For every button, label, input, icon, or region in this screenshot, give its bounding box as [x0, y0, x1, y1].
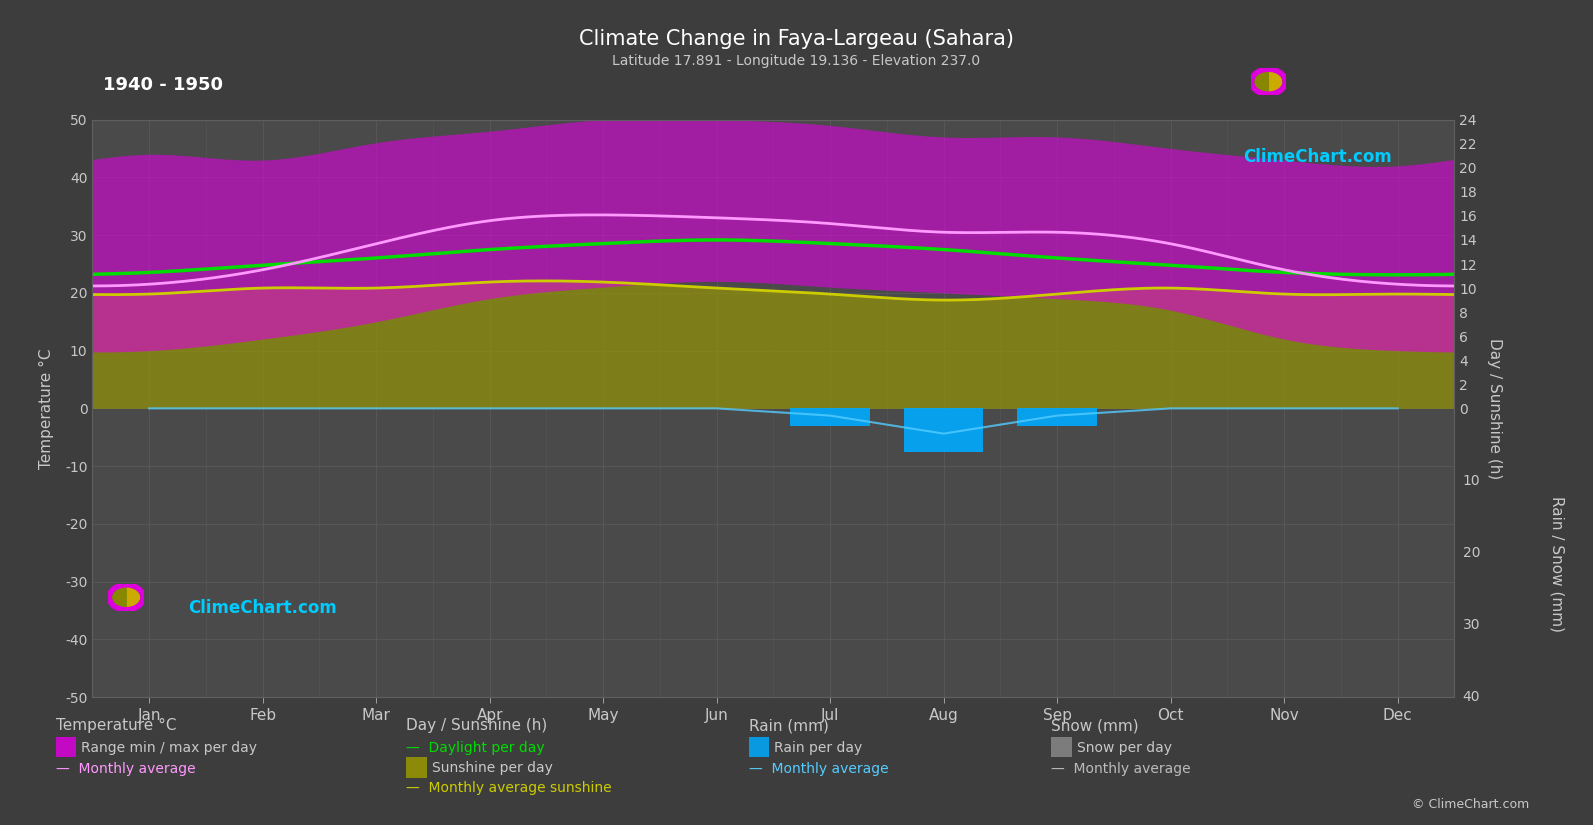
- Wedge shape: [126, 587, 140, 607]
- Text: Rain (mm): Rain (mm): [749, 718, 828, 733]
- Wedge shape: [1268, 72, 1282, 92]
- Text: Day / Sunshine (h): Day / Sunshine (h): [406, 718, 548, 733]
- Text: —  Monthly average: — Monthly average: [56, 762, 196, 776]
- Text: Rain per day: Rain per day: [774, 741, 862, 755]
- Text: Range min / max per day: Range min / max per day: [81, 741, 256, 755]
- Wedge shape: [1255, 72, 1268, 92]
- Text: Rain / Snow (mm): Rain / Snow (mm): [1548, 497, 1564, 632]
- Text: 20: 20: [1462, 546, 1480, 559]
- Text: Temperature °C: Temperature °C: [56, 718, 177, 733]
- Text: —  Monthly average: — Monthly average: [1051, 762, 1192, 776]
- Text: Snow per day: Snow per day: [1077, 741, 1172, 755]
- Y-axis label: Temperature °C: Temperature °C: [38, 348, 54, 469]
- Text: —  Monthly average sunshine: — Monthly average sunshine: [406, 781, 612, 795]
- Y-axis label: Day / Sunshine (h): Day / Sunshine (h): [1486, 337, 1502, 479]
- Text: ClimeChart.com: ClimeChart.com: [1243, 148, 1392, 167]
- Text: 10: 10: [1462, 474, 1480, 488]
- Text: Climate Change in Faya-Largeau (Sahara): Climate Change in Faya-Largeau (Sahara): [578, 29, 1015, 49]
- Text: © ClimeChart.com: © ClimeChart.com: [1411, 799, 1529, 812]
- Bar: [790, 408, 870, 427]
- Text: Latitude 17.891 - Longitude 19.136 - Elevation 237.0: Latitude 17.891 - Longitude 19.136 - Ele…: [612, 54, 981, 68]
- Text: ClimeChart.com: ClimeChart.com: [188, 599, 336, 617]
- Text: —  Monthly average: — Monthly average: [749, 762, 889, 776]
- Text: —  Daylight per day: — Daylight per day: [406, 741, 545, 755]
- Text: 1940 - 1950: 1940 - 1950: [104, 77, 223, 94]
- Text: 40: 40: [1462, 691, 1480, 704]
- Text: 30: 30: [1462, 618, 1480, 632]
- Bar: [903, 408, 983, 452]
- Bar: [1018, 408, 1098, 427]
- Text: Snow (mm): Snow (mm): [1051, 718, 1139, 733]
- Text: Sunshine per day: Sunshine per day: [432, 761, 553, 776]
- Wedge shape: [113, 587, 126, 607]
